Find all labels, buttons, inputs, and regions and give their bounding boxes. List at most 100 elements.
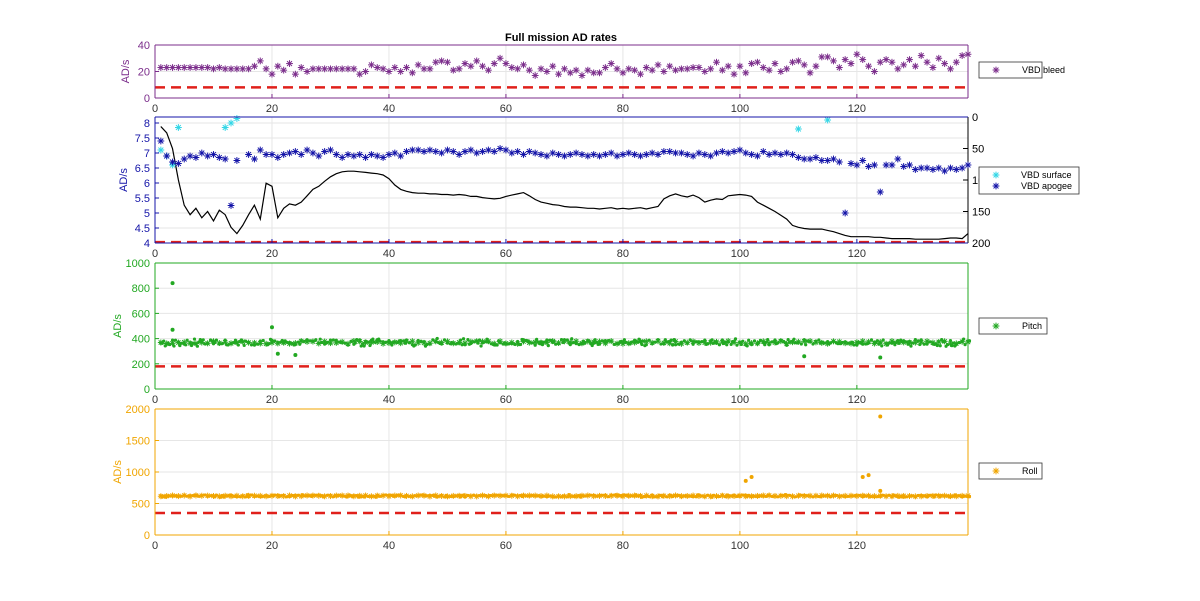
data-point	[824, 116, 832, 124]
data-point	[371, 337, 375, 341]
y-tick-label: 5.5	[135, 193, 150, 205]
data-point	[871, 340, 878, 347]
data-point	[198, 64, 206, 71]
data-point	[438, 493, 445, 500]
data-point	[614, 492, 621, 499]
x-tick-label: 120	[848, 103, 866, 115]
data-point	[669, 338, 673, 342]
x-tick-label: 80	[617, 248, 629, 260]
data-point	[794, 125, 802, 133]
data-point	[748, 60, 755, 67]
data-point	[771, 492, 778, 499]
data-point	[490, 148, 498, 155]
data-point	[549, 62, 557, 70]
data-point	[804, 343, 808, 347]
data-point	[174, 64, 182, 71]
data-point	[397, 340, 404, 347]
y-tick-label: 6	[144, 178, 150, 190]
data-point	[467, 62, 475, 70]
data-point	[707, 493, 714, 500]
data-point	[938, 344, 942, 348]
data-point	[724, 149, 732, 157]
data-point	[759, 64, 767, 71]
data-point	[900, 339, 907, 346]
data-point	[385, 340, 392, 347]
data-point	[663, 338, 667, 342]
data-point	[572, 149, 580, 157]
data-point	[596, 69, 603, 77]
data-point	[792, 337, 796, 341]
data-point	[356, 151, 364, 158]
data-point	[368, 151, 375, 158]
data-point	[555, 493, 562, 500]
data-point	[701, 493, 708, 500]
data-point	[911, 62, 919, 70]
data-point	[421, 339, 428, 346]
data-point	[742, 149, 750, 157]
data-point	[262, 65, 270, 73]
data-point	[344, 65, 352, 73]
data-point	[327, 493, 334, 500]
data-point	[233, 115, 241, 122]
data-point	[883, 340, 890, 347]
data-point	[736, 62, 744, 70]
data-point	[733, 337, 738, 341]
data-point	[239, 338, 246, 345]
data-point	[917, 52, 925, 59]
data-point	[877, 339, 884, 346]
data-point	[531, 72, 539, 79]
data-point	[947, 65, 954, 73]
data-point	[794, 154, 802, 161]
data-point	[444, 58, 451, 66]
x-tick-label: 20	[266, 103, 278, 115]
data-point	[881, 338, 885, 342]
data-point	[333, 492, 340, 499]
data-point	[713, 58, 720, 66]
plot-area	[155, 263, 968, 389]
data-point	[466, 337, 470, 342]
data-point	[695, 64, 703, 71]
data-point	[759, 148, 767, 155]
data-point	[333, 339, 340, 346]
data-point	[871, 493, 878, 500]
chart-vbd: 05010015020002040608010012044.555.566.57…	[118, 112, 1080, 260]
x-tick-label: 0	[152, 248, 158, 260]
data-point	[484, 66, 492, 74]
data-point	[497, 492, 504, 499]
plot-area	[155, 117, 968, 243]
data-point	[859, 157, 867, 164]
data-point	[572, 66, 580, 74]
data-point	[649, 339, 656, 346]
data-point	[192, 154, 200, 161]
data-point	[818, 157, 826, 164]
y-axis-label: AD/s	[118, 168, 130, 192]
data-point	[449, 66, 457, 74]
data-point	[549, 149, 557, 157]
data-point	[795, 492, 802, 499]
data-point	[742, 493, 749, 500]
data-point	[567, 493, 574, 500]
data-point	[900, 163, 908, 170]
data-point	[473, 57, 481, 65]
data-point	[861, 342, 865, 346]
data-point	[414, 146, 422, 154]
data-point	[484, 146, 492, 154]
data-point	[233, 339, 240, 346]
data-point	[713, 493, 720, 500]
data-point	[298, 338, 305, 345]
data-point	[766, 492, 773, 499]
data-point	[824, 53, 832, 61]
data-point	[596, 492, 603, 499]
data-point	[835, 158, 843, 166]
data-point	[263, 340, 270, 347]
data-point	[859, 56, 867, 63]
data-point	[608, 492, 615, 499]
data-point	[911, 166, 919, 173]
data-point	[725, 493, 732, 500]
data-point	[251, 492, 258, 499]
data-point	[543, 339, 550, 346]
data-point	[660, 148, 668, 155]
data-point	[368, 343, 372, 348]
x-tick-label: 100	[731, 540, 749, 552]
data-point	[906, 493, 913, 500]
